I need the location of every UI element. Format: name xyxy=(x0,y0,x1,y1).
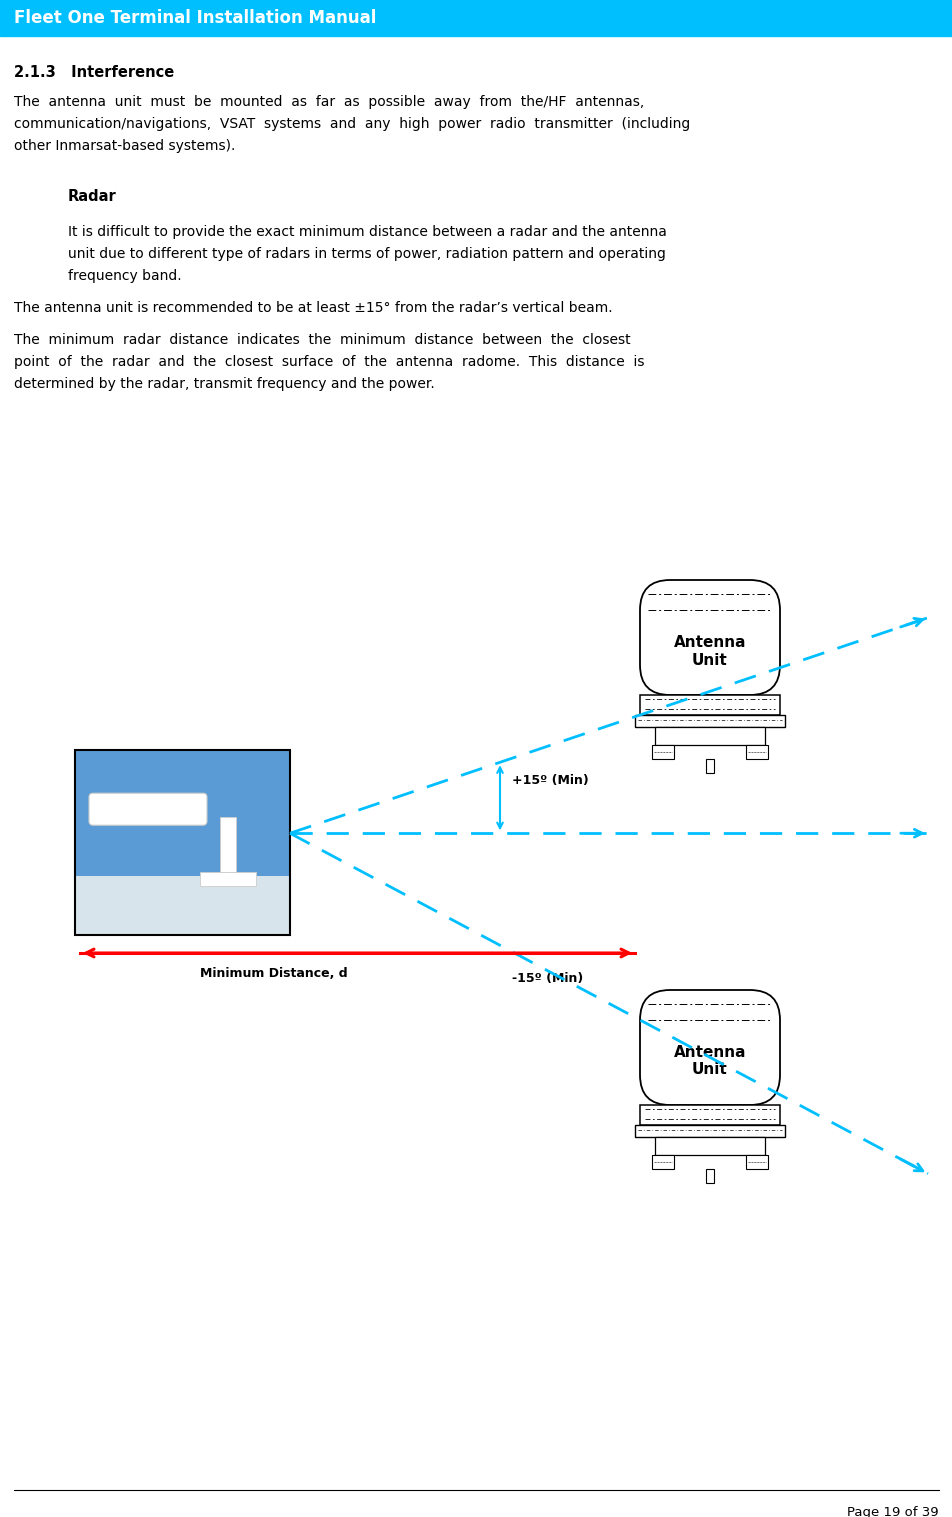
Text: The  antenna  unit  must  be  mounted  as  far  as  possible  away  from  the/HF: The antenna unit must be mounted as far … xyxy=(14,96,644,109)
Bar xyxy=(745,745,767,758)
Text: It is difficult to provide the exact minimum distance between a radar and the an: It is difficult to provide the exact min… xyxy=(68,225,666,240)
Text: +15º (Min): +15º (Min) xyxy=(511,774,588,786)
FancyBboxPatch shape xyxy=(640,579,779,695)
Text: Minimum Distance, d: Minimum Distance, d xyxy=(200,966,347,980)
Bar xyxy=(200,872,256,886)
Bar xyxy=(640,1104,779,1126)
Text: 2.1.3   Interference: 2.1.3 Interference xyxy=(14,65,174,80)
Bar xyxy=(705,1170,713,1183)
Bar xyxy=(75,749,289,934)
Text: Antenna
Unit: Antenna Unit xyxy=(673,1045,745,1077)
Text: other Inmarsat-based systems).: other Inmarsat-based systems). xyxy=(14,140,235,153)
Bar xyxy=(75,749,289,934)
Text: communication/navigations,  VSAT  systems  and  any  high  power  radio  transmi: communication/navigations, VSAT systems … xyxy=(14,117,689,130)
Text: The antenna unit is recommended to be at least ±15° from the radar’s vertical be: The antenna unit is recommended to be at… xyxy=(14,300,612,316)
Bar xyxy=(654,727,764,745)
Text: -15º (Min): -15º (Min) xyxy=(511,972,583,986)
Bar xyxy=(634,715,784,727)
Text: unit due to different type of radars in terms of power, radiation pattern and op: unit due to different type of radars in … xyxy=(68,247,665,261)
Bar xyxy=(651,745,673,758)
Bar xyxy=(651,1154,673,1170)
Bar xyxy=(75,875,289,934)
Bar xyxy=(640,695,779,715)
Bar xyxy=(654,1138,764,1154)
Text: point  of  the  radar  and  the  closest  surface  of  the  antenna  radome.  Th: point of the radar and the closest surfa… xyxy=(14,355,644,369)
Text: Page 19 of 39: Page 19 of 39 xyxy=(846,1506,938,1517)
Text: Fleet One Terminal Installation Manual: Fleet One Terminal Installation Manual xyxy=(14,9,376,27)
FancyBboxPatch shape xyxy=(89,793,207,825)
Bar xyxy=(220,818,236,872)
FancyBboxPatch shape xyxy=(640,991,779,1104)
Text: The  minimum  radar  distance  indicates  the  minimum  distance  between  the  : The minimum radar distance indicates the… xyxy=(14,334,630,347)
Text: Antenna
Unit: Antenna Unit xyxy=(673,636,745,667)
Bar xyxy=(634,1126,784,1138)
Text: determined by the radar, transmit frequency and the power.: determined by the radar, transmit freque… xyxy=(14,378,434,391)
Text: Radar: Radar xyxy=(68,190,117,203)
Bar xyxy=(0,0,952,36)
Text: frequency band.: frequency band. xyxy=(68,269,182,284)
Bar xyxy=(705,758,713,774)
Bar xyxy=(745,1154,767,1170)
